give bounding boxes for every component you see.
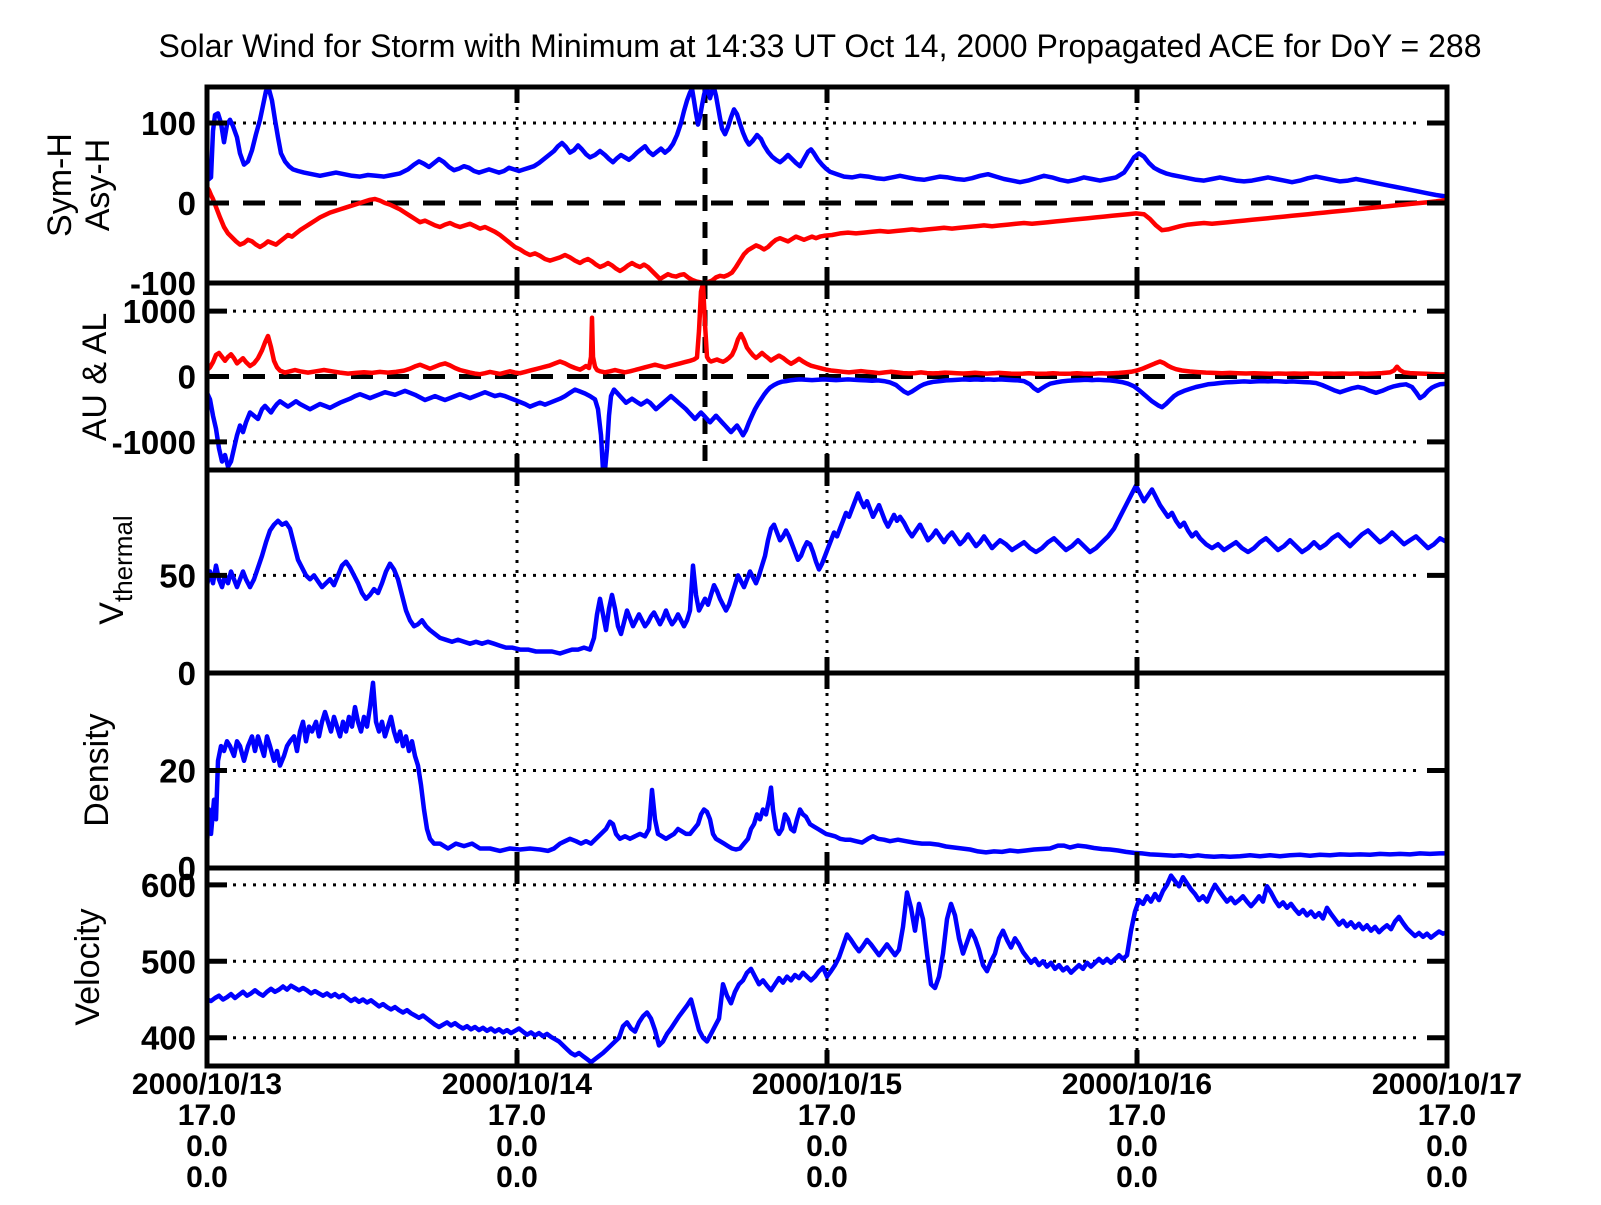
chart-title: Solar Wind for Storm with Minimum at 14:…	[158, 28, 1481, 64]
y-tick-label: 1000	[123, 293, 196, 330]
chart-layer: 1000-10010000-10005002006005004002000/10…	[112, 84, 1522, 1194]
x-tick-date: 2000/10/17	[1372, 1068, 1522, 1101]
x-tick-row: 17.0	[1108, 1099, 1166, 1132]
series-velocity	[204, 873, 1450, 1065]
ylabel-asy-h: Asy-H	[79, 139, 117, 232]
y-tick-label: -100	[130, 265, 196, 302]
ylabel-au-al: AU & AL	[76, 313, 114, 442]
x-tick-row: 0.0	[496, 1161, 538, 1194]
panel-frame-sym_asy	[204, 84, 1450, 286]
x-tick-row: 17.0	[178, 1099, 236, 1132]
x-tick-row: 17.0	[1418, 1099, 1476, 1132]
x-tick-date: 2000/10/16	[1062, 1068, 1212, 1101]
ylabel-vthermal-sub: thermal	[108, 515, 138, 602]
x-tick-row: 0.0	[1116, 1130, 1158, 1163]
series-asy-h	[204, 85, 1450, 199]
series-al	[204, 377, 1450, 473]
x-tick-row: 0.0	[186, 1161, 228, 1194]
y-tick-label: 600	[141, 867, 196, 904]
panel-frame-velocity	[204, 865, 1450, 1069]
y-tick-label: 0	[178, 655, 196, 692]
x-tick-row: 0.0	[806, 1161, 848, 1194]
x-tick-date: 2000/10/15	[752, 1068, 902, 1101]
x-tick-row: 17.0	[798, 1099, 856, 1132]
y-tick-label: 0	[178, 359, 196, 396]
ylabel-sym-h: Sym-H	[41, 133, 79, 237]
y-tick-label: 50	[159, 557, 196, 594]
series-density	[204, 680, 1450, 860]
ylabel-velocity: Velocity	[69, 908, 107, 1025]
x-tick-row: 0.0	[806, 1130, 848, 1163]
x-tick-row: 0.0	[496, 1130, 538, 1163]
series-au	[204, 281, 1450, 377]
x-tick-row: 0.0	[1116, 1161, 1158, 1194]
y-tick-label: 0	[178, 850, 196, 887]
ylabel-vthermal-main: V	[93, 602, 131, 625]
y-tick-label: 400	[141, 1020, 196, 1057]
y-tick-label: -1000	[112, 424, 196, 461]
ylabel-density: Density	[78, 713, 116, 826]
x-tick-date: 2000/10/13	[132, 1068, 282, 1101]
y-tick-label: 20	[159, 753, 196, 790]
series-v-thermal	[204, 483, 1450, 656]
x-tick-date: 2000/10/14	[442, 1068, 592, 1101]
x-tick-row: 0.0	[1426, 1161, 1468, 1194]
x-tick-row: 0.0	[186, 1130, 228, 1163]
ylabel-vthermal: Vthermal	[93, 515, 138, 624]
x-tick-row: 0.0	[1426, 1130, 1468, 1163]
y-tick-label: 0	[178, 185, 196, 222]
y-tick-label: 500	[141, 943, 196, 980]
x-tick-row: 17.0	[488, 1099, 546, 1132]
y-tick-label: 100	[141, 105, 196, 142]
